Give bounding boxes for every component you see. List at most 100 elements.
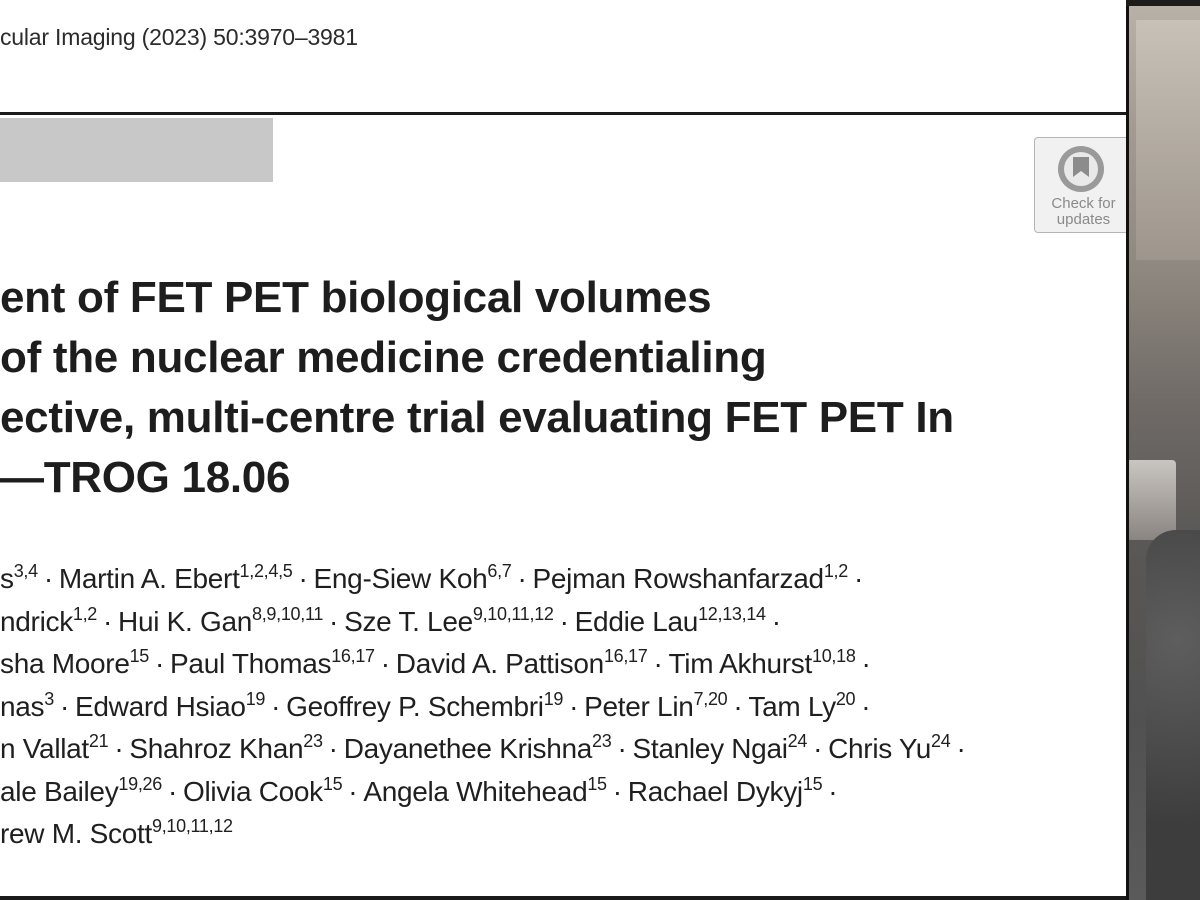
author-name[interactable]: Martin A. Ebert [58, 563, 240, 594]
author-name[interactable]: ale Bailey [0, 775, 119, 807]
author-affiliation: 15 [802, 773, 823, 794]
author-name[interactable]: Rachael Dykyj [627, 775, 803, 807]
author-affiliation: 15 [129, 646, 150, 666]
author-list: s3,4 · Martin A. Ebert1,2,4,5 · Eng-Siew Koh… [0, 558, 1126, 856]
author-separator: · [861, 690, 871, 722]
author-affiliation: 15 [322, 773, 343, 794]
author-name[interactable]: Stanley Ngai [632, 733, 788, 764]
author-line: nas3 · Edward Hsiao19 · Geoffrey P. Schembri… [0, 686, 1126, 729]
author-name[interactable]: s [0, 563, 14, 594]
author-separator: · [612, 775, 622, 807]
author-separator: · [861, 648, 871, 679]
author-line: rew M. Scott9,10,11,12 [0, 813, 1126, 856]
author-affiliation: 1,2,4,5 [239, 561, 293, 581]
author-name[interactable]: Paul Thomas [170, 648, 332, 679]
bottom-rule [0, 896, 1126, 900]
author-name[interactable]: Eddie Lau [574, 605, 699, 637]
author-name[interactable]: Geoffrey P. Schembri [286, 690, 544, 722]
author-affiliation: 10,18 [811, 646, 856, 666]
author-name[interactable]: nas [0, 690, 45, 722]
title-line: of the nuclear medicine credentialing [0, 333, 767, 382]
author-separator: · [114, 733, 124, 764]
author-line: n Vallat21 · Shahroz Khan23 · Dayanethee Kri… [0, 728, 1126, 771]
author-name[interactable]: rew M. Scott [0, 818, 152, 849]
author-affiliation: 24 [931, 731, 951, 751]
photo-top-edge [1126, 0, 1200, 6]
author-affiliation: 6,7 [487, 561, 512, 581]
author-affiliation: 19 [543, 688, 564, 709]
author-separator: · [828, 775, 838, 807]
author-separator: · [956, 733, 966, 764]
photo-person [1146, 530, 1200, 900]
check-for-updates-label: Check for updates [1051, 195, 1116, 228]
author-separator: · [43, 563, 53, 594]
author-name[interactable]: Dayanethee Krishna [343, 733, 593, 764]
author-separator: · [155, 648, 165, 679]
check-for-updates-icon [1055, 143, 1107, 195]
journal-reference: cular Imaging (2023) 50:3970–3981 [0, 24, 358, 50]
author-name[interactable]: Chris Yu [828, 733, 932, 764]
author-separator: · [271, 690, 281, 722]
author-separator: · [853, 563, 863, 594]
author-name[interactable]: Angela Whitehead [363, 775, 588, 807]
author-separator: · [59, 690, 69, 722]
author-separator: · [380, 648, 390, 679]
author-name[interactable]: Edward Hsiao [75, 690, 246, 722]
photo-object [1126, 460, 1176, 540]
article-title: ent of FET PET biological volumes of the… [0, 268, 1126, 508]
author-name[interactable]: Tam Ly [748, 690, 836, 722]
background-photo [1126, 0, 1200, 900]
author-affiliation: 8,9,10,11 [252, 603, 324, 624]
author-name[interactable]: n Vallat [0, 733, 89, 764]
photo-wall [1136, 20, 1200, 260]
author-affiliation: 3 [44, 688, 54, 709]
check-for-updates-button[interactable]: Check for updates [1034, 137, 1126, 233]
author-name[interactable]: sha Moore [0, 648, 130, 679]
author-separator: · [329, 605, 339, 637]
author-name[interactable]: Peter Lin [584, 690, 694, 722]
author-separator: · [559, 605, 569, 637]
author-affiliation: 19 [245, 688, 266, 709]
author-separator: · [348, 775, 358, 807]
article-page: cular Imaging (2023) 50:3970–3981 Check … [0, 24, 1126, 900]
author-affiliation: 20 [835, 688, 856, 709]
title-line: ective, multi-centre trial evaluating FE… [0, 393, 954, 442]
author-separator: · [617, 733, 627, 764]
author-affiliation: 9,10,11,12 [152, 816, 233, 836]
author-name[interactable]: David A. Pattison [395, 648, 604, 679]
author-affiliation: 9,10,11,12 [472, 603, 554, 624]
author-affiliation: 15 [587, 773, 607, 794]
author-affiliation: 19,26 [118, 773, 162, 794]
author-affiliation: 23 [303, 731, 323, 751]
author-separator: · [569, 690, 579, 722]
author-affiliation: 23 [592, 731, 612, 751]
author-separator: · [328, 733, 338, 764]
author-name[interactable]: Hui K. Gan [118, 605, 252, 637]
author-affiliation: 21 [88, 731, 109, 751]
author-affiliation: 3,4 [13, 561, 38, 581]
author-affiliation: 24 [787, 731, 808, 751]
author-affiliation: 16,17 [603, 646, 648, 666]
author-affiliation: 7,20 [693, 688, 728, 709]
author-name[interactable]: Olivia Cook [183, 775, 323, 807]
author-name[interactable]: Shahroz Khan [129, 733, 304, 764]
author-affiliation: 12,13,14 [698, 603, 766, 624]
author-separator: · [653, 648, 663, 679]
author-name[interactable]: ndrick [0, 605, 73, 637]
author-line: sha Moore15 · Paul Thomas16,17 · David A. Pa… [0, 643, 1126, 686]
author-line: s3,4 · Martin A. Ebert1,2,4,5 · Eng-Siew Koh… [0, 558, 1126, 601]
author-separator: · [517, 563, 527, 594]
article-type-bar [0, 118, 273, 182]
author-line: ale Bailey19,26 · Olivia Cook15 · Angela Whi… [0, 771, 1126, 814]
author-name[interactable]: Eng-Siew Koh [313, 563, 488, 594]
author-name[interactable]: Tim Akhurst [668, 648, 813, 679]
author-separator: · [813, 733, 823, 764]
title-line: —TROG 18.06 [0, 453, 291, 502]
author-name[interactable]: Sze T. Lee [344, 605, 473, 637]
photo-edge [1126, 0, 1129, 900]
title-line: ent of FET PET biological volumes [0, 273, 712, 322]
author-separator: · [103, 605, 113, 637]
author-name[interactable]: Pejman Rowshanfarzad [532, 563, 825, 594]
author-separator: · [298, 563, 308, 594]
author-affiliation: 1,2 [823, 561, 848, 581]
